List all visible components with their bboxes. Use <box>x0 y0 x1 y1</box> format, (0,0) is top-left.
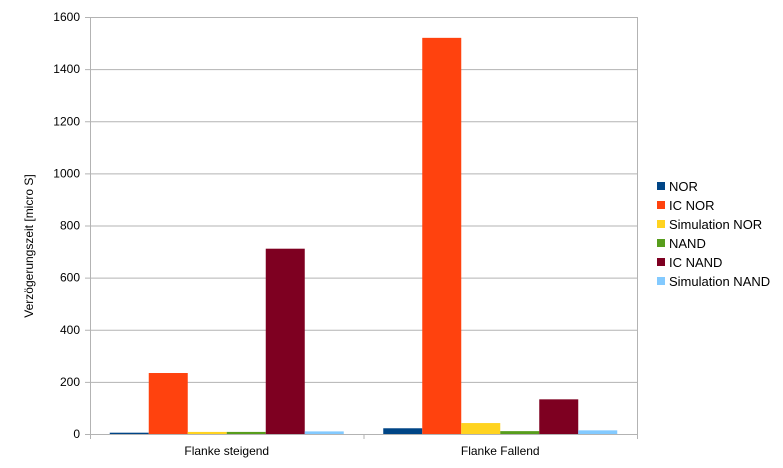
legend-swatch <box>657 258 665 266</box>
grid-lines <box>90 17 637 435</box>
bar-nand <box>500 431 540 434</box>
y-tick-label: 200 <box>60 375 80 389</box>
bar-ic-nand <box>265 248 305 434</box>
y-tick-label: 400 <box>60 323 80 337</box>
legend-swatch <box>657 182 665 190</box>
y-tick-label: 1000 <box>53 166 80 180</box>
y-tick-label: 600 <box>60 271 80 285</box>
y-tick-label: 1400 <box>53 62 80 76</box>
legend-label: NAND <box>669 236 706 251</box>
legend-swatch <box>657 239 665 247</box>
bar-nand <box>226 431 266 434</box>
y-tick-label: 0 <box>73 427 80 441</box>
legend-swatch <box>657 277 665 285</box>
bar-ic-nand <box>539 399 579 434</box>
x-tick-label: Flanke steigend <box>184 444 269 458</box>
bars <box>109 37 618 434</box>
legend-label: NOR <box>669 179 698 194</box>
bar-simulation-nand <box>304 431 344 434</box>
bar-ic-nor <box>422 37 462 434</box>
y-tick-label: 1600 <box>53 10 80 24</box>
y-tick-label: 1200 <box>53 114 80 128</box>
legend: NOR IC NOR Simulation NOR NAND IC NAND Simula… <box>657 179 770 289</box>
bar-nor <box>383 428 423 434</box>
legend-swatch <box>657 201 665 209</box>
bar-simulation-nor <box>187 431 227 434</box>
legend-label: Simulation NOR <box>669 217 762 232</box>
y-tick-label: 800 <box>60 219 80 233</box>
bar-ic-nor <box>148 373 188 434</box>
legend-label: IC NAND <box>669 255 722 270</box>
axes: 0 200 400 600 800 1000 1200 1400 1600 Flanke stei… <box>53 10 638 458</box>
legend-swatch <box>657 220 665 228</box>
legend-label: IC NOR <box>669 198 715 213</box>
y-axis-title: Verzögerungszeit [micro S] <box>22 174 36 317</box>
legend-label: Simulation NAND <box>669 274 770 289</box>
bar-simulation-nand <box>578 430 618 434</box>
bar-nor <box>109 432 149 434</box>
bar-simulation-nor <box>461 423 501 434</box>
x-tick-label: Flanke Fallend <box>461 444 540 458</box>
